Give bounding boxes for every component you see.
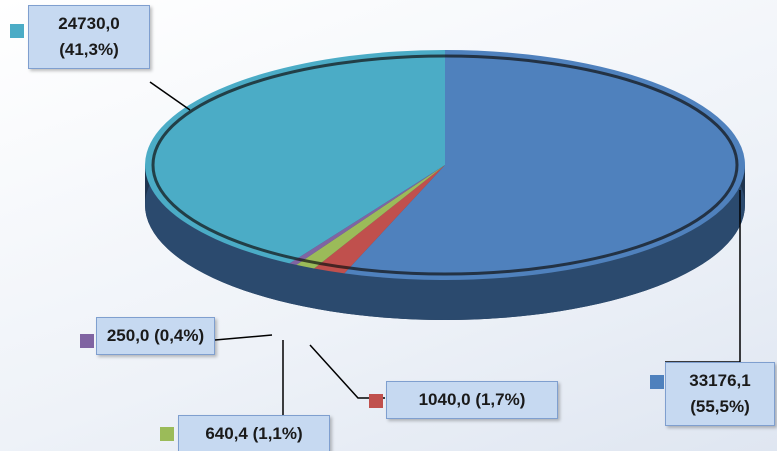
pie-slice — [314, 165, 445, 274]
pie-slice — [344, 50, 746, 281]
data-label: 1040,0 (1,7%) — [386, 381, 558, 419]
legend-swatch — [650, 375, 664, 389]
legend-swatch — [80, 334, 94, 348]
data-label: 250,0 (0,4%) — [96, 317, 215, 355]
legend-swatch — [369, 394, 383, 408]
pie-slice — [145, 50, 445, 264]
data-label: 640,4 (1,1%) — [178, 415, 330, 451]
data-label: 24730,0 (41,3%) — [28, 5, 150, 69]
pie-slice — [289, 165, 445, 265]
pie-slice — [296, 165, 445, 269]
legend-swatch — [160, 427, 174, 441]
coin-rim — [151, 54, 739, 276]
legend-swatch — [10, 24, 24, 38]
data-label: 33176,1 (55,5%) — [665, 362, 775, 426]
